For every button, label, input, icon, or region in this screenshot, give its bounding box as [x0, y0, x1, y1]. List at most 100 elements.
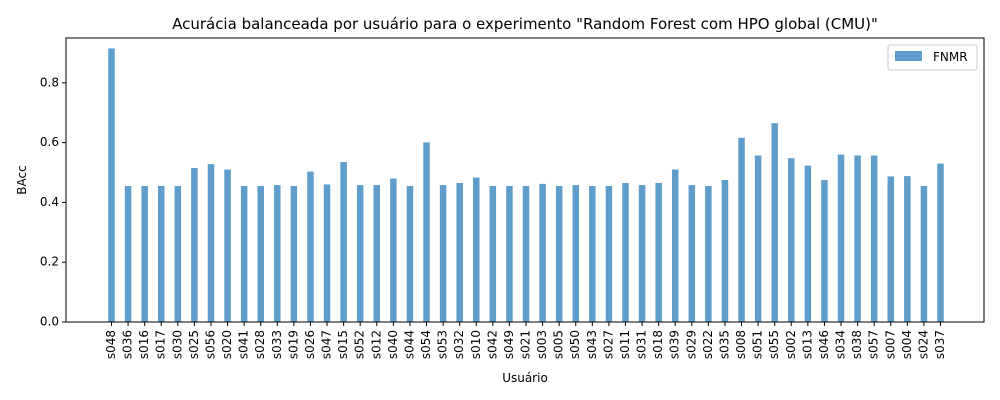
bar-s024 — [920, 185, 928, 322]
x-tick-label: s044 — [402, 330, 416, 359]
bar-s038 — [854, 155, 861, 322]
x-tick-label: s027 — [601, 330, 615, 359]
x-tick-label: s019 — [286, 330, 300, 359]
x-tick-label: s050 — [568, 330, 582, 359]
bar-s013 — [804, 165, 812, 322]
x-tick-label: s007 — [883, 330, 897, 359]
bars-group — [108, 48, 944, 322]
bar-s002 — [788, 158, 795, 322]
x-tick-label: s016 — [137, 330, 151, 359]
x-tick-label: s052 — [353, 330, 367, 359]
x-tick-label: s003 — [535, 330, 549, 359]
bar-s025 — [191, 168, 198, 322]
bar-s022 — [705, 185, 712, 322]
bar-s029 — [688, 185, 696, 322]
bar-s015 — [340, 162, 347, 322]
x-tick-label: s024 — [916, 330, 930, 359]
bar-s042 — [489, 185, 497, 322]
x-tick-label: s002 — [784, 330, 798, 359]
y-tick-label: 0.4 — [40, 195, 59, 209]
x-tick-label: s012 — [369, 330, 383, 359]
x-tick-label: s057 — [867, 330, 881, 359]
x-tick-label: s028 — [253, 330, 267, 359]
bar-s054 — [423, 142, 430, 322]
bar-s018 — [655, 182, 662, 322]
x-tick-label: s030 — [170, 330, 184, 359]
x-tick-label: s010 — [469, 330, 483, 359]
x-tick-label: s013 — [800, 330, 814, 359]
x-tick-label: s039 — [668, 330, 682, 359]
x-tick-label: s025 — [187, 330, 201, 359]
x-tick-label: s033 — [270, 330, 284, 359]
legend: FNMR — [887, 44, 978, 71]
bar-s034 — [837, 154, 845, 322]
x-tick-label: s049 — [502, 330, 516, 359]
x-tick-label: s035 — [717, 330, 731, 359]
y-axis-label: BAcc — [15, 165, 29, 194]
x-tick-label: s036 — [121, 330, 135, 359]
y-axis: 0.0 0.2 0.4 0.6 0.8 — [40, 75, 66, 329]
bar-s050 — [572, 185, 579, 322]
x-tick-label: s011 — [618, 330, 632, 359]
x-tick-label: s032 — [452, 330, 466, 359]
x-tick-label: s037 — [933, 330, 947, 359]
x-tick-label: s042 — [485, 330, 499, 359]
bar-s057 — [870, 155, 878, 322]
x-tick-label: s051 — [751, 330, 765, 359]
x-tick-label: s034 — [834, 330, 848, 359]
x-axis-label: Usuário — [502, 371, 548, 385]
x-tick-label: s017 — [154, 330, 168, 359]
bar-s046 — [821, 180, 828, 322]
bar-s043 — [589, 185, 596, 322]
bar-s005 — [555, 185, 563, 322]
bar-s047 — [323, 184, 331, 322]
x-tick-label: s056 — [203, 330, 217, 359]
bar-s056 — [207, 164, 215, 322]
x-tick-label: s047 — [320, 330, 334, 359]
x-tick-label: s018 — [651, 330, 665, 359]
bar-s030 — [174, 185, 182, 322]
y-tick-label: 0.8 — [40, 75, 59, 89]
x-tick-label: s020 — [220, 330, 234, 359]
bar-s020 — [224, 169, 231, 322]
x-tick-label: s053 — [436, 330, 450, 359]
bar-s007 — [887, 176, 895, 322]
x-tick-label: s031 — [635, 330, 649, 359]
x-axis: s048 s036 s016 s017 s030 s025 s056 s020 s041 s028… — [104, 322, 947, 359]
bar-s011 — [622, 182, 629, 322]
x-tick-label: s029 — [684, 330, 698, 359]
x-tick-label: s043 — [585, 330, 599, 359]
bar-s027 — [605, 185, 613, 322]
y-tick-label: 0.0 — [40, 315, 59, 329]
y-tick-label: 0.2 — [40, 255, 59, 269]
x-tick-label: s021 — [519, 330, 533, 359]
bar-s053 — [439, 185, 447, 322]
bar-s052 — [356, 185, 364, 322]
x-tick-label: s054 — [419, 330, 433, 359]
bar-s016 — [141, 185, 148, 322]
x-tick-label: s015 — [336, 330, 350, 359]
x-tick-label: s048 — [104, 330, 118, 359]
bar-s044 — [406, 185, 414, 322]
bar-s028 — [257, 185, 264, 322]
bar-s041 — [240, 185, 248, 322]
x-tick-label: s026 — [303, 330, 317, 359]
legend-label: FNMR — [933, 50, 968, 64]
bar-s026 — [307, 171, 314, 322]
x-tick-label: s041 — [237, 330, 251, 359]
chart-title: Acurácia balanceada por usuário para o e… — [172, 15, 878, 33]
legend-swatch — [895, 51, 922, 61]
x-tick-label: s005 — [552, 330, 566, 359]
x-tick-label: s004 — [900, 330, 914, 359]
x-tick-label: s038 — [850, 330, 864, 359]
bar-s021 — [522, 185, 530, 322]
y-tick-label: 0.6 — [40, 135, 59, 149]
bar-s031 — [638, 185, 646, 322]
bar-s033 — [274, 185, 281, 322]
bar-s049 — [506, 185, 513, 322]
bar-s008 — [738, 137, 745, 322]
bar-s004 — [904, 176, 911, 322]
bar-s003 — [539, 183, 546, 322]
bar-s040 — [390, 178, 397, 322]
